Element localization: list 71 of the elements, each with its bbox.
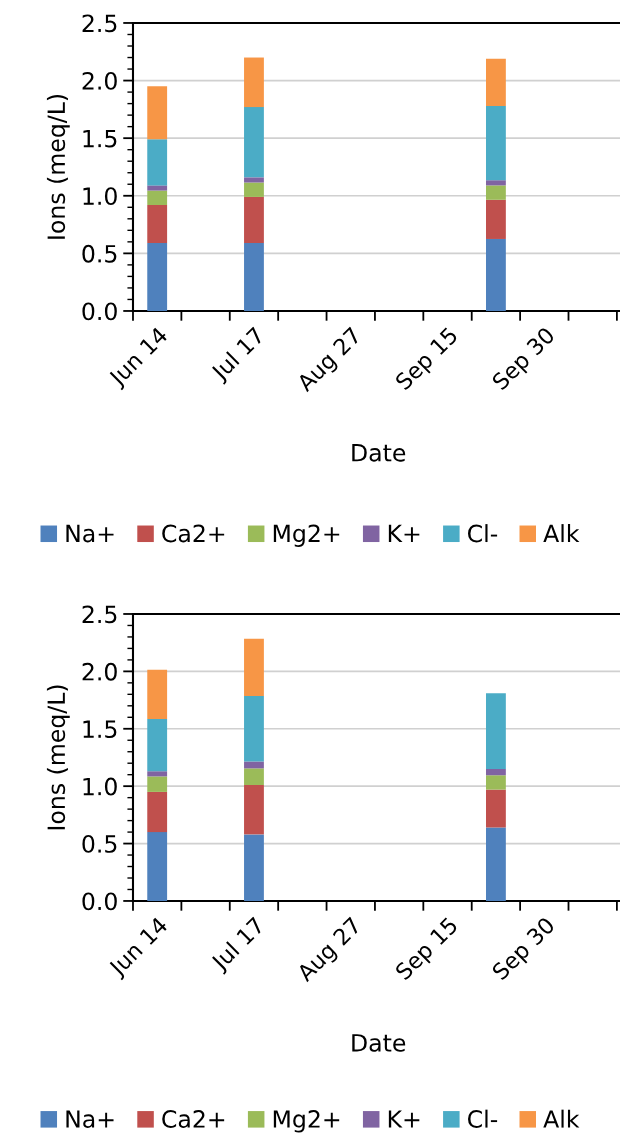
bar [244,177,264,183]
y-tick-label: 2.5 [82,14,117,33]
legend-label: Cl- [468,1109,498,1128]
bar [486,775,506,790]
bar [147,86,168,140]
bar [244,768,264,786]
bar [244,196,264,243]
y-tick-label: 2.0 [82,72,117,90]
legend-label: Mg2+ [273,524,340,547]
x-tick-label: Sep 30 [491,916,559,984]
bar [147,776,168,792]
legend-label: K+ [388,524,420,543]
x-tick-label: Jul 17 [209,916,268,975]
y-tick-label: 0.5 [82,835,117,853]
bar [244,696,264,762]
legend-label: Ca2+ [162,524,225,543]
bar [486,105,506,181]
legend-label: K+ [388,1110,420,1128]
legend-label: Alk [543,1109,580,1128]
bar [244,834,264,901]
bar [147,243,168,311]
bar [244,638,264,697]
bar [147,771,168,777]
bar [486,693,506,769]
bar [147,669,168,720]
legend-label: Na+ [66,1110,114,1128]
bar [244,57,264,108]
y-tick-label: 0.0 [82,892,117,911]
bar [147,185,168,191]
y-tick-label: 1.0 [83,777,117,796]
x-tick-label: Jul 17 [209,326,268,385]
y-tick-label: 2.0 [82,662,117,681]
x-tick-label: Jun 14 [107,326,172,391]
bar [486,185,506,200]
legend-label: Ca2+ [162,1110,225,1128]
bar [147,204,168,243]
bar [486,180,506,186]
x-axis-title: Date [352,1034,406,1052]
bar [486,789,506,828]
y-axis-title: Ions (meq/L) [46,685,70,830]
y-tick-label: 2.5 [82,605,117,624]
y-tick-label: 1.5 [83,720,117,739]
bar [486,768,506,776]
legend-label: Na+ [66,524,114,543]
bar [244,182,264,197]
bar [147,139,168,186]
bar [486,827,506,901]
x-tick-label: Sep 15 [394,916,462,984]
bar [486,199,506,239]
bar [147,719,168,772]
bar [244,785,264,835]
legend-label: Mg2+ [273,1110,340,1133]
y-tick-label: 1.5 [83,129,117,148]
y-axis-title: Ions (meq/L) [46,94,70,239]
x-tick-label: Sep 30 [491,326,559,394]
bar [486,58,506,106]
bar [147,832,168,901]
x-axis-title: Date [352,444,406,462]
y-tick-label: 0.0 [82,302,117,321]
legend-label: Alk [543,524,580,543]
y-tick-label: 1.0 [83,187,117,206]
bar [244,761,264,769]
x-tick-label: Jun 14 [107,916,172,981]
x-tick-label: Sep 15 [394,326,462,394]
bar [244,243,264,311]
bar [486,238,506,311]
bar [244,107,264,178]
bar [147,190,168,205]
y-tick-label: 0.5 [82,244,117,263]
bar [147,791,168,833]
legend-label: Cl- [468,524,498,543]
